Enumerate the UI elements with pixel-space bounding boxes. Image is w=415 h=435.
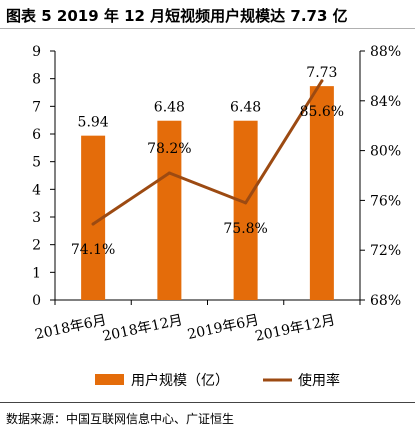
line-value-label: 75.8% (223, 221, 267, 237)
line-point (320, 79, 324, 83)
title-divider (0, 28, 415, 29)
line-value-label: 85.6% (300, 104, 344, 120)
line-value-label: 74.1% (71, 242, 115, 258)
left-tick-label: 7 (32, 99, 41, 115)
legend-swatch-bar (95, 374, 124, 385)
line-point (91, 222, 95, 226)
left-tick-label: 5 (32, 155, 41, 171)
source-divider (0, 402, 415, 403)
chart-title: 图表 5 2019 年 12 月短视频用户规模达 7.73 亿 (6, 7, 348, 25)
bar (157, 120, 182, 300)
right-tick-label: 80% (370, 144, 401, 160)
left-tick-label: 1 (32, 265, 41, 281)
bar-value-label: 5.94 (78, 115, 109, 131)
line-point (167, 171, 171, 175)
left-tick-label: 0 (32, 293, 41, 309)
line-value-label: 78.2% (147, 141, 191, 157)
left-tick-label: 8 (32, 72, 41, 88)
bar-value-label: 6.48 (230, 100, 261, 116)
bar (309, 86, 334, 301)
x-tick-label: 2019年12月 (254, 312, 337, 345)
legend-label-bar: 用户规模（亿） (131, 372, 229, 389)
bar-value-label: 6.48 (154, 100, 185, 116)
x-tick-label: 2018年12月 (101, 312, 184, 345)
left-tick-label: 6 (32, 127, 41, 143)
left-tick-label: 2 (32, 238, 41, 254)
right-tick-label: 72% (370, 243, 401, 259)
right-tick-label: 88% (370, 44, 401, 60)
left-tick-label: 3 (32, 210, 41, 226)
combo-chart: 0 1 2 3 4 5 6 7 8 9 68% 72% 76% 80% 84% 88% 5.94 6.48 6.48… (32, 44, 401, 389)
left-tick-label: 4 (32, 182, 41, 198)
bar-value-label: 7.73 (306, 65, 337, 81)
usage-rate-line (91, 79, 324, 226)
right-tick-label: 84% (370, 94, 401, 110)
x-tick-label: 2019年6月 (186, 312, 260, 343)
left-tick-label: 9 (32, 44, 41, 60)
source-note: 数据来源：中国互联网信息中心、广证恒生 (6, 412, 235, 426)
line-point (244, 201, 248, 205)
legend-label-line: 使用率 (298, 372, 340, 389)
right-tick-label: 76% (370, 193, 401, 209)
right-tick-label: 68% (370, 293, 401, 309)
x-tick-label: 2018年6月 (34, 312, 108, 343)
bar (233, 120, 258, 300)
